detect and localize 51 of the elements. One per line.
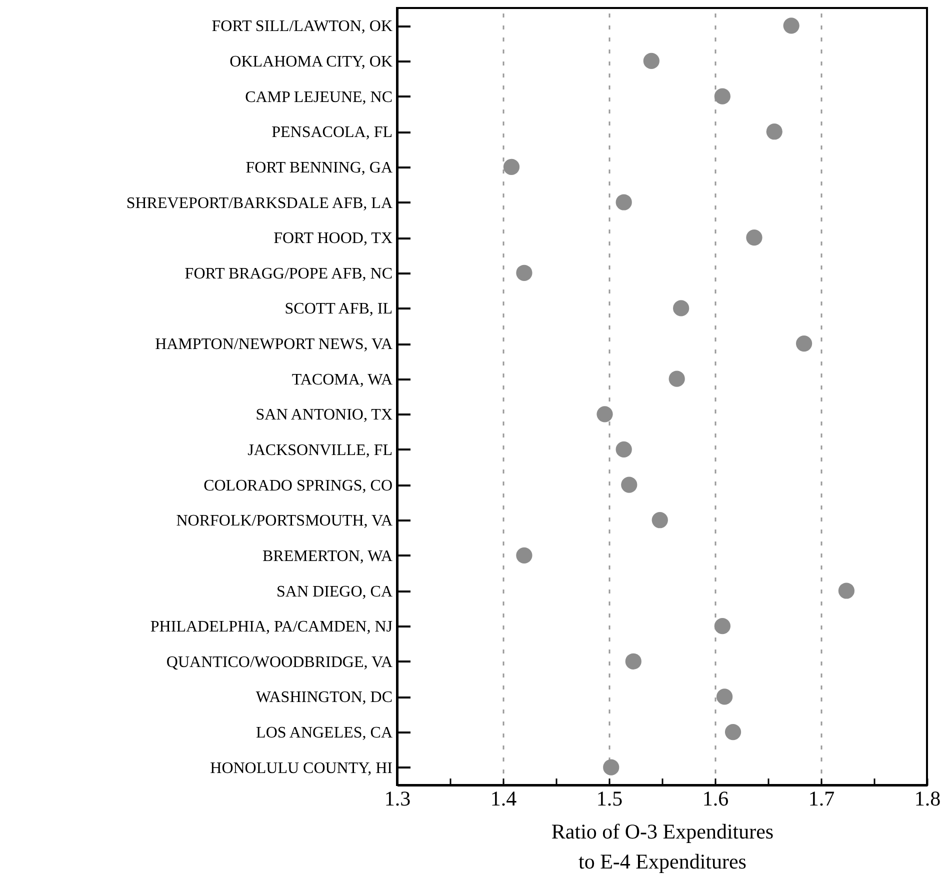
point [516,264,532,281]
y-tick-label: SAN ANTONIO, TX [256,406,393,424]
point [796,335,812,352]
y-tick-label: TACOMA, WA [292,371,393,388]
point [621,476,638,493]
point [616,194,632,210]
y-tick-label: LOS ANGELES, CA [256,724,393,742]
point [714,618,730,634]
y-tick-label: PHILADELPHIA, PA/CAMDEN, NJ [150,618,392,636]
point [746,230,762,246]
y-tick-label: NORFOLK/PORTSMOUTH, VA [176,512,393,530]
point [673,300,690,316]
point [783,18,800,34]
x-tick-label: 1.7 [808,786,835,810]
x-tick-label: 1.5 [596,786,623,810]
point [643,52,660,70]
point [714,88,730,104]
x-axis-title: Ratio of O-3 Expenditures to E-4 Expenditures [551,820,774,874]
y-tick-label: COLORADO SPRINGS, CO [204,477,392,494]
y-tick-label: SAN DIEGO, CA [276,583,393,600]
y-tick-label: HAMPTON/NEWPORT NEWS, VA [155,336,393,354]
point [603,759,620,776]
y-tick-label: SHREVEPORT/BARKSDALE AFB, LA [126,194,393,212]
y-tick-label: HONOLULU COUNTY, HI [210,760,392,777]
x-tick-label: 1.6 [702,786,729,810]
point [625,653,642,670]
point [766,124,782,140]
x-tick-label: 1.8 [914,786,941,810]
point [652,512,668,528]
point [596,406,613,422]
y-tick-label: WASHINGTON, DC [256,689,392,706]
point [716,688,733,705]
point [724,724,742,740]
x-tick-label: 1.4 [490,786,518,810]
point [516,547,532,564]
point [616,441,632,458]
point [668,370,685,387]
y-tick-label: FORT BENNING, GA [246,159,393,176]
y-tick-label: SCOTT AFB, IL [284,300,392,318]
y-tick-label: FORT HOOD, TX [274,230,393,248]
x-tick-label: 1.3 [384,786,411,810]
y-tick-label: CAMP LEJEUNE, NC [245,88,392,106]
point [838,582,854,599]
y-tick-label: BREMERTON, WA [262,548,393,565]
y-tick-label: OKLAHOMA CITY, OK [230,53,393,70]
point [503,158,520,175]
y-tick-label: JACKSONVILLE, FL [248,442,392,459]
y-tick-label: PENSACOLA, FL [272,124,392,142]
y-tick-label: FORT SILL/LAWTON, OK [212,18,393,36]
y-tick-label: FORT BRAGG/POPE AFB, NC [184,265,392,282]
y-tick-label: QUANTICO/WOODBRIDGE, VA [166,654,393,671]
